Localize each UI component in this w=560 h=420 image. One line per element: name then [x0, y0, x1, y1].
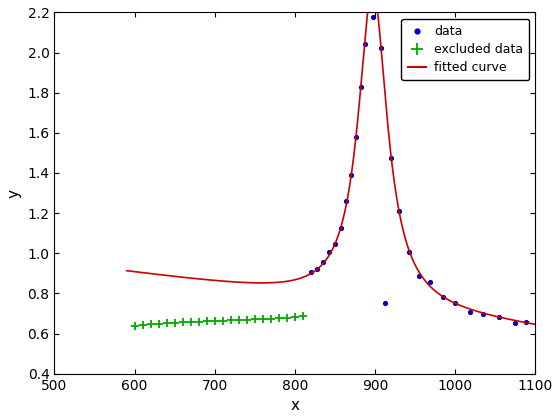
data: [361, 42, 368, 47]
excluded data: [188, 320, 194, 325]
excluded data: [283, 315, 290, 320]
data: [314, 267, 321, 272]
data: [452, 301, 459, 306]
data: [337, 226, 344, 231]
Legend: data, excluded data, fitted curve: data, excluded data, fitted curve: [402, 19, 529, 80]
data: [357, 84, 364, 89]
excluded data: [251, 317, 258, 322]
excluded data: [171, 320, 178, 326]
Line: data: data: [307, 0, 530, 327]
X-axis label: x: x: [291, 398, 300, 413]
fitted curve: [280, 279, 287, 284]
data: [480, 312, 487, 317]
excluded data: [203, 319, 210, 324]
fitted curve: [123, 268, 130, 273]
fitted curve: [298, 276, 305, 281]
data: [388, 155, 394, 160]
data: [352, 134, 359, 139]
data: [325, 250, 332, 255]
data: [440, 295, 447, 300]
fitted curve: [194, 276, 201, 281]
data: [370, 15, 376, 20]
data: [426, 280, 433, 285]
fitted curve: [532, 322, 539, 327]
excluded data: [155, 321, 162, 326]
data: [348, 172, 354, 177]
data: [466, 310, 473, 315]
data: [512, 321, 519, 326]
data: [405, 249, 412, 255]
data: [307, 270, 314, 275]
excluded data: [212, 319, 218, 324]
data: [381, 301, 388, 306]
data: [416, 273, 423, 278]
excluded data: [131, 323, 138, 328]
data: [320, 260, 326, 265]
excluded data: [276, 316, 282, 321]
excluded data: [220, 318, 226, 323]
data: [396, 209, 403, 214]
data: [377, 46, 384, 51]
excluded data: [244, 318, 250, 323]
Line: fitted curve: fitted curve: [127, 0, 535, 324]
excluded data: [268, 317, 274, 322]
excluded data: [195, 320, 202, 325]
excluded data: [227, 318, 234, 323]
excluded data: [179, 320, 186, 325]
data: [365, 0, 372, 4]
excluded data: [236, 318, 242, 323]
data: [332, 242, 338, 247]
excluded data: [164, 321, 170, 326]
excluded data: [147, 322, 154, 327]
fitted curve: [480, 311, 487, 316]
data: [343, 198, 349, 203]
excluded data: [139, 323, 146, 328]
Line: excluded data: excluded data: [130, 312, 307, 330]
data: [496, 314, 503, 319]
Y-axis label: y: y: [7, 189, 22, 197]
data: [374, 7, 380, 12]
excluded data: [300, 314, 306, 319]
data: [522, 319, 529, 324]
excluded data: [259, 317, 266, 322]
fitted curve: [170, 274, 176, 279]
fitted curve: [524, 320, 531, 326]
excluded data: [292, 315, 298, 320]
